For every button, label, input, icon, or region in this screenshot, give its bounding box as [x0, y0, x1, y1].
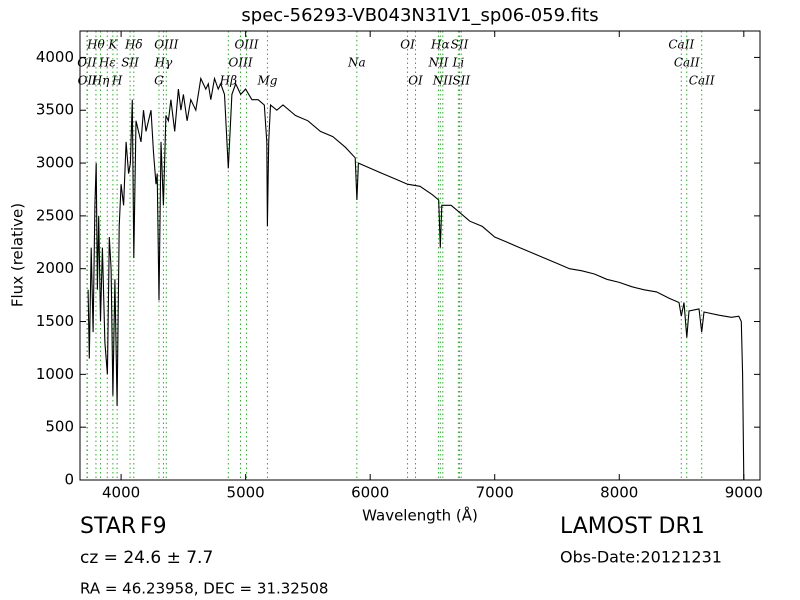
spectral-line-label: OIII: [229, 56, 253, 70]
x-tick-label: 6000: [351, 484, 389, 502]
spectral-line-label: Mg: [256, 74, 277, 88]
spectral-line-label: NII: [427, 56, 448, 70]
spectral-line-label: Hη: [91, 74, 110, 88]
spectral-line-label: OI: [408, 74, 423, 88]
spectral-line-label: H: [111, 74, 123, 88]
spectral-line-label: Hβ: [219, 74, 237, 88]
survey: LAMOST DR1: [560, 514, 705, 539]
x-tick-label: 9000: [725, 484, 763, 502]
spectral-line-label: SII: [451, 38, 469, 52]
spectral-line-label: OI: [400, 38, 415, 52]
spectral-line-label: Hδ: [124, 38, 143, 52]
x-axis-label: Wavelength (Å): [362, 506, 478, 525]
y-tick-label: 4000: [36, 48, 74, 66]
spectral-line-label: CaII: [668, 38, 694, 52]
x-tick-label: 8000: [600, 484, 638, 502]
redshift: cz = 24.6 ± 7.7: [80, 548, 213, 568]
spectral-line-label: Hθ: [86, 38, 105, 52]
y-tick-label: 1000: [36, 365, 74, 383]
spectral-line-label: Hε: [98, 56, 116, 70]
y-tick-label: 1500: [36, 312, 74, 330]
y-tick-label: 2000: [36, 259, 74, 277]
spectral-line-label: CaII: [674, 56, 700, 70]
x-tick-label: 7000: [476, 484, 514, 502]
spectral-line-label: Hγ: [154, 56, 173, 70]
y-tick-label: 500: [45, 418, 74, 436]
spectrum-line: [87, 76, 745, 481]
object-class: STAR: [80, 514, 136, 539]
spectral-line-label: OIII: [234, 38, 258, 52]
subclass: F9: [140, 514, 167, 539]
spectral-line-label: Hα: [430, 38, 450, 52]
y-tick-label: 2500: [36, 206, 74, 224]
spectral-line-label: CaII: [689, 74, 715, 88]
spectral-line-label: G: [154, 74, 164, 88]
spectral-line-label: SII: [121, 56, 139, 70]
spectral-line-label: K: [107, 38, 118, 52]
y-tick-label: 3000: [36, 154, 74, 172]
spectral-line-label: SII: [452, 74, 470, 88]
x-tick-label: 5000: [227, 484, 265, 502]
y-tick-label: 3500: [36, 101, 74, 119]
y-tick-label: 0: [64, 471, 74, 489]
plot-frame: [79, 30, 761, 481]
spectral-line-label: NII: [432, 74, 453, 88]
spectral-line-label: OII: [78, 74, 98, 88]
coordinates: RA = 46.23958, DEC = 31.32508: [80, 580, 328, 598]
chart-title: spec-56293-VB043N31V1_sp06-059.fits: [241, 5, 598, 26]
spectral-line-label: Li: [451, 56, 464, 70]
y-axis-label: Flux (relative): [9, 203, 27, 307]
spectral-line-label: Na: [347, 56, 366, 70]
x-tick-label: 4000: [102, 484, 140, 502]
obs-date: Obs-Date:20121231: [560, 548, 722, 567]
spectral-line-label: OIII: [154, 38, 178, 52]
